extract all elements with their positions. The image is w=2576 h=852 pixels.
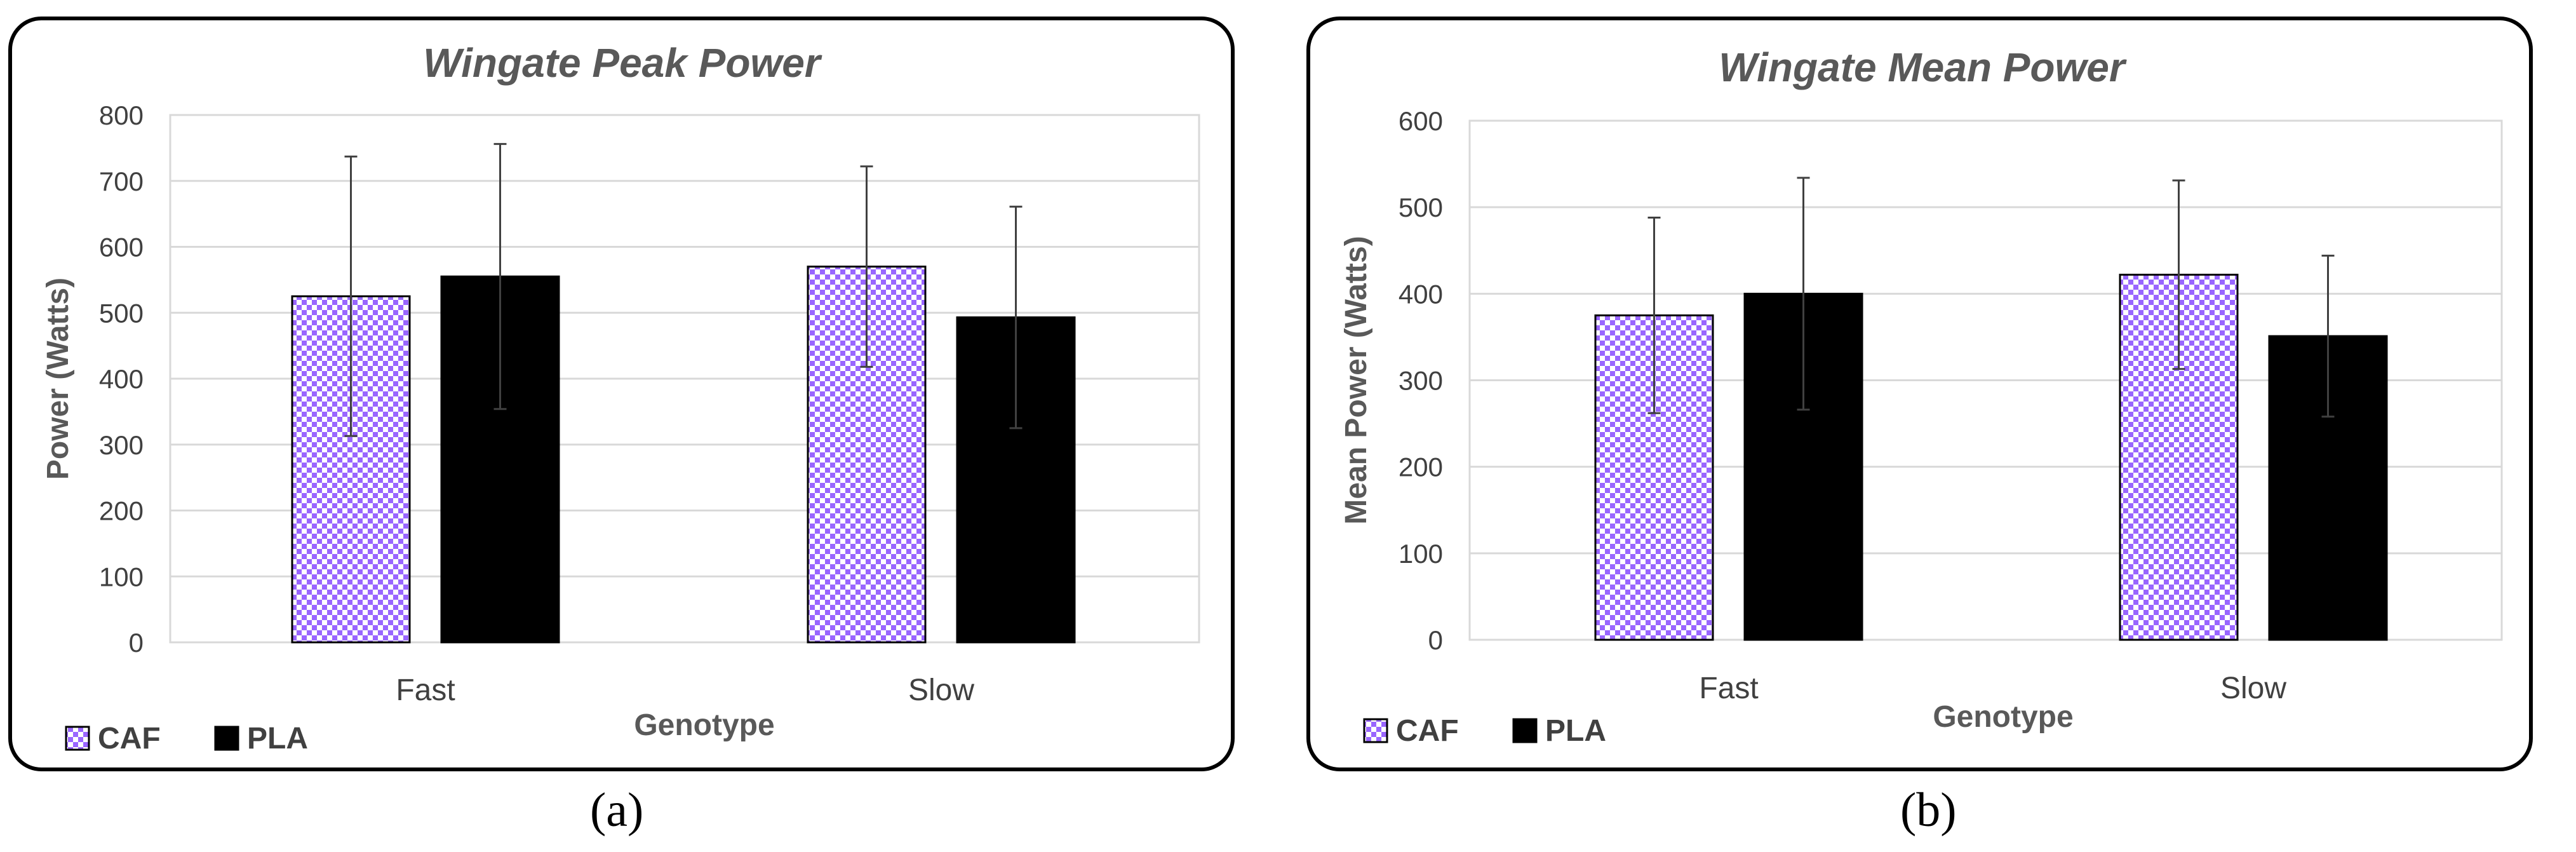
chart-b-svg: Wingate Mean Power 0 100 200 300 400 500 600 Mea… (1339, 44, 2503, 748)
legend-label-pla: PLA (247, 722, 308, 755)
y-tick-label: 400 (1399, 279, 1443, 309)
y-tick-label: 500 (1399, 193, 1443, 222)
y-tick-label: 600 (99, 233, 144, 262)
chart-title: Wingate Peak Power (423, 40, 822, 86)
y-tick-label: 700 (99, 166, 144, 196)
x-category-label: Fast (1699, 672, 1758, 705)
x-category-label: Slow (2220, 672, 2286, 705)
chart-panel-a: Wingate Peak Power 0 100 200 300 400 500 600 700… (8, 17, 1235, 771)
legend-swatch-pla (1512, 718, 1538, 743)
chart-a-svg: Wingate Peak Power 0 100 200 300 400 500 600 700… (41, 40, 1200, 755)
y-tick-label: 0 (1428, 625, 1443, 655)
legend-swatch-pla (214, 726, 239, 751)
x-axis-title: Genotype (1933, 700, 2073, 734)
x-category-label: Slow (908, 673, 974, 707)
y-tick-label: 0 (129, 628, 144, 658)
legend-swatch-caf (1363, 718, 1388, 743)
plot-area-border (169, 114, 1200, 644)
y-tick-label: 300 (99, 430, 144, 460)
y-axis-title: Power (Watts) (41, 278, 75, 480)
y-tick-label: 200 (1399, 452, 1443, 482)
y-tick-label: 300 (1399, 366, 1443, 396)
y-tick-label: 100 (99, 562, 144, 592)
x-category-label: Fast (396, 673, 455, 707)
y-tick-label: 800 (99, 100, 144, 130)
panel-label-a: (a) (590, 783, 644, 837)
chart-panel-b: Wingate Mean Power 0 100 200 300 400 500 600 Mea… (1306, 17, 2533, 771)
y-tick-label: 400 (99, 364, 144, 394)
y-tick-label: 500 (99, 298, 144, 328)
chart-title: Wingate Mean Power (1719, 44, 2127, 90)
y-tick-label: 100 (1399, 539, 1443, 569)
y-tick-label: 600 (1399, 106, 1443, 136)
legend-swatch-caf (65, 726, 90, 751)
legend-label-pla: PLA (1545, 714, 1606, 748)
panel-label-b: (b) (1900, 783, 1957, 837)
y-axis-title: Mean Power (Watts) (1339, 236, 1373, 524)
plot-area-border (1468, 119, 2503, 641)
y-tick-label: 200 (99, 496, 144, 526)
legend-label-caf: CAF (98, 722, 161, 755)
x-axis-title: Genotype (634, 708, 774, 742)
legend-label-caf: CAF (1396, 714, 1459, 748)
